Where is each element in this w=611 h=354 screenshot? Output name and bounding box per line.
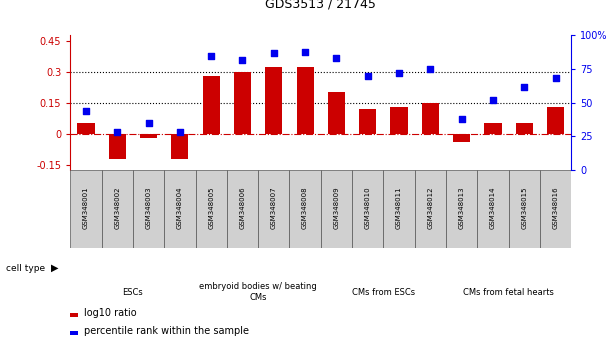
Bar <box>547 107 564 134</box>
FancyBboxPatch shape <box>446 170 477 248</box>
Text: GSM348008: GSM348008 <box>302 186 308 229</box>
Text: GSM348016: GSM348016 <box>552 186 558 229</box>
Text: GSM348005: GSM348005 <box>208 186 214 229</box>
Text: GSM348014: GSM348014 <box>490 186 496 229</box>
Text: GSM348007: GSM348007 <box>271 186 277 229</box>
Point <box>144 120 153 126</box>
FancyBboxPatch shape <box>133 170 164 248</box>
Bar <box>453 134 470 142</box>
Text: embryoid bodies w/ beating
CMs: embryoid bodies w/ beating CMs <box>199 282 317 302</box>
Bar <box>171 134 188 159</box>
Text: GDS3513 / 21745: GDS3513 / 21745 <box>265 0 376 11</box>
Text: CMs from fetal hearts: CMs from fetal hearts <box>463 287 554 297</box>
Text: GSM348010: GSM348010 <box>365 186 371 229</box>
Text: GSM348004: GSM348004 <box>177 186 183 229</box>
FancyBboxPatch shape <box>321 170 352 248</box>
Text: ESCs: ESCs <box>123 287 143 297</box>
Point <box>238 57 247 62</box>
Text: GSM348013: GSM348013 <box>459 186 465 229</box>
Bar <box>328 92 345 134</box>
Bar <box>296 68 313 134</box>
Text: GSM348002: GSM348002 <box>114 186 120 229</box>
Bar <box>234 72 251 134</box>
Text: GSM348001: GSM348001 <box>83 186 89 229</box>
FancyBboxPatch shape <box>101 170 133 248</box>
Bar <box>359 109 376 134</box>
FancyBboxPatch shape <box>352 170 384 248</box>
Text: GSM348011: GSM348011 <box>396 186 402 229</box>
Bar <box>390 107 408 134</box>
FancyBboxPatch shape <box>196 170 227 248</box>
Text: GSM348006: GSM348006 <box>240 186 246 229</box>
Point <box>175 130 185 135</box>
Point <box>394 70 404 76</box>
Text: GSM348015: GSM348015 <box>521 186 527 229</box>
Point <box>519 84 529 89</box>
FancyBboxPatch shape <box>540 170 571 248</box>
Point <box>81 108 91 114</box>
Bar <box>422 103 439 134</box>
Point <box>112 130 122 135</box>
Point <box>425 66 435 72</box>
FancyBboxPatch shape <box>477 170 509 248</box>
Point <box>269 50 279 56</box>
Point <box>488 97 498 103</box>
Point <box>332 56 342 61</box>
Text: GSM348009: GSM348009 <box>334 186 340 229</box>
FancyBboxPatch shape <box>164 170 196 248</box>
Text: ▶: ▶ <box>51 263 58 273</box>
Text: GSM348003: GSM348003 <box>145 186 152 229</box>
Bar <box>78 123 95 134</box>
FancyBboxPatch shape <box>70 170 101 248</box>
Text: percentile rank within the sample: percentile rank within the sample <box>84 326 249 336</box>
Text: cell type: cell type <box>6 264 45 273</box>
Bar <box>485 123 502 134</box>
Bar <box>516 123 533 134</box>
Text: GSM348012: GSM348012 <box>427 186 433 229</box>
Bar <box>109 134 126 159</box>
FancyBboxPatch shape <box>384 170 415 248</box>
FancyBboxPatch shape <box>415 170 446 248</box>
Bar <box>203 76 220 134</box>
Point <box>551 76 560 81</box>
FancyBboxPatch shape <box>290 170 321 248</box>
Point <box>457 116 467 122</box>
Text: CMs from ESCs: CMs from ESCs <box>352 287 415 297</box>
Text: log10 ratio: log10 ratio <box>84 308 136 318</box>
Point <box>300 49 310 55</box>
Bar <box>265 68 282 134</box>
Point <box>207 53 216 58</box>
Bar <box>140 134 157 138</box>
FancyBboxPatch shape <box>258 170 290 248</box>
FancyBboxPatch shape <box>227 170 258 248</box>
FancyBboxPatch shape <box>509 170 540 248</box>
Point <box>363 73 373 79</box>
